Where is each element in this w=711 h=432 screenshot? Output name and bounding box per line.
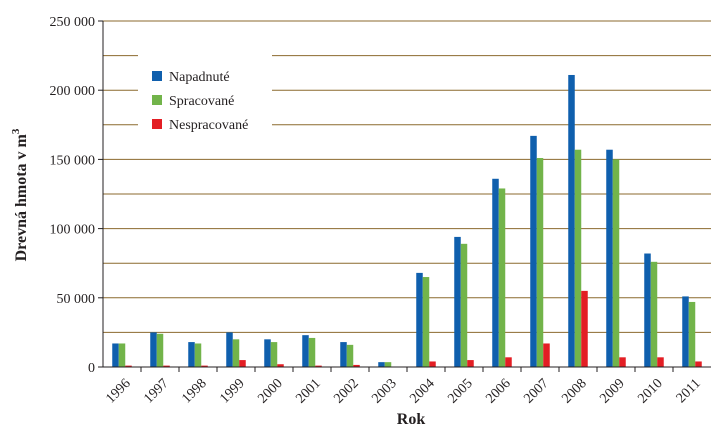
x-tick-label: 1998 (179, 376, 209, 406)
x-tick-label: 1997 (141, 376, 171, 406)
bar-nespracované-2007 (543, 343, 550, 367)
x-tick-label: 2008 (559, 376, 589, 406)
x-tick-label: 1999 (217, 376, 247, 406)
bar-nespracované-1998 (201, 365, 208, 367)
bar-spracované-2009 (612, 159, 620, 367)
x-tick-label: 2009 (597, 376, 627, 406)
bar-napadnuté-2005 (454, 236, 461, 367)
bar-spracované-2004 (422, 277, 430, 367)
bar-nespracované-2000 (277, 364, 284, 367)
bar-napadnuté-2004 (416, 272, 423, 367)
bar-nespracované-1997 (163, 365, 170, 367)
bar-nespracované-1996 (125, 365, 132, 367)
bar-napadnuté-2006 (492, 178, 499, 367)
bar-nespracované-2010 (657, 357, 664, 367)
y-tick-label: 0 (88, 361, 95, 376)
legend-label-nespracované: Nespracované (169, 118, 248, 133)
bar-spracované-2001 (308, 337, 316, 367)
bar-spracované-2005 (460, 243, 468, 367)
y-axis-title-superscript: 3 (10, 128, 22, 134)
bar-napadnuté-1997 (150, 332, 157, 367)
bar-napadnuté-2010 (644, 253, 651, 367)
legend-label-napadnuté: Napadnuté (169, 70, 230, 85)
bar-spracované-2002 (346, 344, 354, 367)
x-tick-label: 1996 (103, 376, 133, 406)
bar-napadnuté-2000 (264, 339, 271, 367)
axes (98, 20, 711, 372)
legend-swatch-nespracované (152, 119, 162, 129)
bar-napadnuté-2001 (302, 335, 309, 367)
bar-napadnuté-1996 (112, 343, 119, 367)
bar-spracované-1996 (118, 343, 126, 367)
bar-nespracované-1999 (239, 360, 246, 367)
y-tick-label: 250 000 (50, 15, 96, 30)
bar-nespracované-2004 (429, 361, 436, 367)
x-axis-title: Rok (397, 411, 426, 428)
bar-nespracované-2005 (467, 360, 474, 367)
x-tick-label: 2006 (483, 376, 513, 406)
bar-napadnuté-2007 (530, 135, 537, 367)
x-tick-label: 2004 (407, 376, 437, 406)
legend-swatch-spracované (152, 95, 162, 105)
x-tick-label: 2011 (674, 376, 704, 406)
bar-spracované-1997 (156, 333, 164, 367)
x-tick-labels: 1996 1997 1998 1999 2000 2001 2002 2003 2004 2005… (103, 376, 703, 406)
x-tick-label: 2003 (369, 376, 399, 406)
bar-napadnuté-2003 (378, 362, 385, 367)
bar-spracované-2007 (536, 158, 544, 367)
bar-nespracované-2009 (619, 357, 626, 367)
y-tick-labels: 0 50 000 100 000 150 000 200 000 250 000 (50, 15, 96, 376)
bar-napadnuté-2002 (340, 342, 347, 367)
bar-napadnuté-2011 (682, 296, 689, 367)
bar-spracované-2010 (650, 261, 658, 367)
bar-nespracované-2011 (695, 361, 702, 367)
legend-label-spracované: Spracované (169, 94, 234, 109)
bar-spracované-2000 (270, 342, 278, 367)
bar-spracované-1999 (232, 339, 240, 367)
x-tick-label: 2007 (521, 376, 551, 406)
x-tick-label: 2001 (293, 376, 323, 406)
y-tick-label: 150 000 (50, 153, 96, 168)
bars (112, 74, 702, 367)
legend: Napadnuté Spracované Nespracované (152, 70, 248, 133)
bar-spracované-2003 (384, 362, 392, 367)
x-tick-label: 2010 (635, 376, 665, 406)
y-axis-title: Drevná hmota v m3 (10, 128, 30, 261)
bar-nespracované-2002 (353, 364, 360, 367)
bar-spracované-2011 (688, 301, 696, 367)
bar-nespracované-2001 (315, 365, 322, 367)
x-tick-label: 2002 (331, 376, 361, 406)
bar-nespracované-2008 (581, 290, 588, 367)
x-tick-label: 2000 (255, 376, 285, 406)
bar-napadnuté-2008 (568, 74, 575, 367)
bar-napadnuté-1999 (226, 332, 233, 367)
bar-spracované-2006 (498, 188, 506, 367)
legend-swatch-napadnuté (152, 71, 162, 81)
y-tick-label: 100 000 (50, 223, 96, 238)
bar-nespracované-2006 (505, 357, 512, 367)
y-tick-label: 200 000 (50, 84, 96, 99)
bar-napadnuté-2009 (606, 149, 613, 367)
bar-napadnuté-1998 (188, 342, 195, 367)
x-tick-label: 2005 (445, 376, 475, 406)
y-tick-label: 50 000 (57, 292, 96, 307)
bar-spracované-2008 (574, 149, 582, 367)
bar-spracované-1998 (194, 343, 202, 367)
